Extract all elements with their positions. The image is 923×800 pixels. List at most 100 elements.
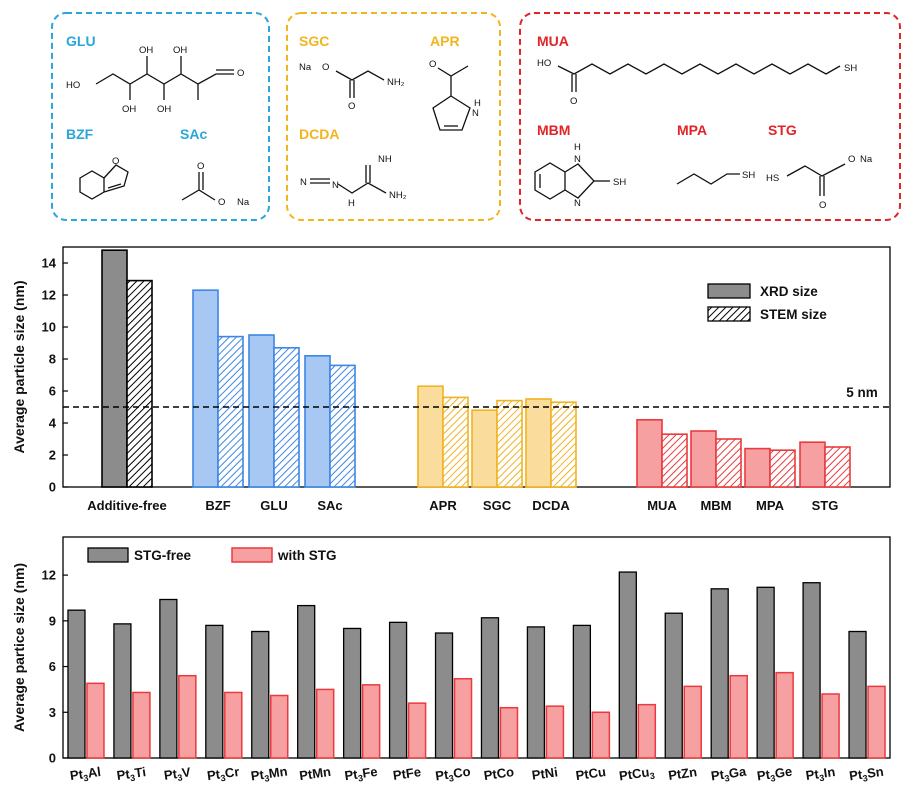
atom-mua-ho: HO — [537, 58, 551, 69]
bar-stg-free — [664, 612, 683, 759]
atom-mua-o: O — [570, 96, 577, 107]
bar-xrd — [101, 249, 128, 488]
category-label: Pt3Ge — [756, 764, 793, 786]
bar-stg-free — [618, 571, 637, 759]
bar-stem — [329, 364, 356, 488]
category-label: BZF — [205, 498, 230, 513]
y-tick-label: 6 — [49, 384, 56, 399]
category-label: Pt3V — [163, 764, 192, 785]
structure-mpa — [676, 173, 740, 185]
box-blue — [51, 12, 270, 221]
bar-stg-free — [572, 624, 592, 759]
y-tick-label: 9 — [49, 613, 56, 628]
atom-sgc-na: Na — [299, 62, 312, 73]
atom-stg-o2: O — [819, 200, 826, 211]
bar-xrd — [192, 289, 219, 488]
bar-stg-free — [710, 588, 729, 759]
bar-with-stg — [361, 684, 381, 759]
category-label: MUA — [647, 498, 677, 513]
atom-dcda-n1: N — [300, 177, 307, 188]
y-tick-label: 10 — [42, 320, 56, 335]
structure-sac — [181, 172, 216, 201]
box-red — [519, 12, 901, 221]
bar-xrd — [690, 430, 717, 488]
category-label: Pt3Ti — [116, 764, 147, 785]
bar-stg-free — [756, 586, 775, 759]
atom-sgc-o1: O — [322, 62, 329, 73]
bar-stem — [217, 335, 244, 488]
title-stg: STG — [768, 122, 797, 138]
legend-swatch-xrd — [707, 283, 751, 299]
y-tick-label: 6 — [49, 659, 56, 674]
box-yellow — [286, 12, 501, 221]
category-label: PtCu3 — [618, 764, 655, 786]
y-axis-title: Average partice size (nm) — [11, 563, 27, 732]
bar-xrd — [471, 409, 498, 488]
category-label: PtCo — [483, 764, 515, 783]
title-sac: SAc — [180, 126, 207, 142]
bar-stg-free — [113, 623, 132, 759]
y-tick-label: 14 — [42, 256, 57, 271]
y-tick-label: 0 — [49, 751, 56, 766]
reference-label: 5 nm — [846, 385, 878, 400]
bar-xrd — [799, 441, 826, 488]
structure-apr — [432, 65, 471, 131]
category-label: PtMn — [298, 764, 332, 783]
bar-stg-free — [251, 630, 270, 759]
category-label: PtNi — [531, 764, 559, 782]
bar-stem — [273, 346, 300, 488]
category-label: PtCu — [575, 764, 607, 783]
atom-bzf-o: O — [112, 156, 119, 167]
molecule-panel: GLU BZF SAc SGC APR DCDA MUA MBM MPA STG… — [51, 12, 901, 221]
bar-stem — [661, 433, 688, 488]
atom-sgc-o2: O — [348, 101, 355, 112]
category-label: STG — [812, 498, 839, 513]
plot-frame — [62, 536, 891, 759]
title-glu: GLU — [66, 33, 96, 49]
bar-stem — [824, 446, 851, 488]
structure-mbm — [534, 162, 610, 200]
category-label: Pt3Mn — [250, 764, 289, 786]
atom-mpa-sh: SH — [742, 170, 755, 181]
bar-with-stg — [178, 674, 197, 759]
structure-glu — [95, 56, 234, 100]
category-label: SGC — [483, 498, 512, 513]
category-label: Pt3Al — [69, 764, 102, 785]
atom-glu-ho: HO — [66, 80, 80, 91]
structure-dcda — [310, 165, 387, 194]
bar-stg-free — [159, 598, 178, 759]
atom-sac-na: Na — [237, 197, 250, 208]
bar-xrd — [248, 334, 275, 488]
bar-with-stg — [224, 691, 243, 759]
bar-with-stg — [407, 702, 427, 759]
legend-swatch-stg-free — [87, 547, 129, 563]
bar-with-stg — [453, 677, 473, 759]
category-label: Additive-free — [87, 498, 166, 513]
bar-with-stg — [591, 711, 611, 759]
category-label: GLU — [260, 498, 287, 513]
bar-stem — [442, 396, 469, 488]
bar-xrd — [636, 418, 663, 488]
bar-stem — [550, 401, 577, 488]
bar-stem — [126, 279, 153, 488]
atom-mbm-n1: N — [574, 154, 581, 165]
legend-swatch-stem — [707, 306, 751, 322]
bar-with-stg — [315, 688, 335, 759]
bar-xrd — [525, 398, 552, 488]
atom-glu-oh1: OH — [139, 45, 153, 56]
title-dcda: DCDA — [299, 126, 339, 142]
y-tick-label: 12 — [42, 568, 56, 583]
atom-glu-oh4: OH — [157, 104, 171, 115]
atom-stg-hs: HS — [766, 173, 779, 184]
bar-stem — [769, 449, 796, 488]
bar-stg-free — [297, 604, 316, 759]
atom-dcda-n2: N — [332, 180, 339, 191]
structure-mua — [557, 63, 841, 92]
atom-sac-o1: O — [197, 161, 204, 172]
structure-stg — [786, 163, 846, 196]
category-label: PtZn — [667, 764, 698, 783]
bar-xrd — [304, 354, 331, 488]
bar-stg-free — [802, 582, 821, 759]
atom-dcda-h: H — [348, 198, 355, 209]
